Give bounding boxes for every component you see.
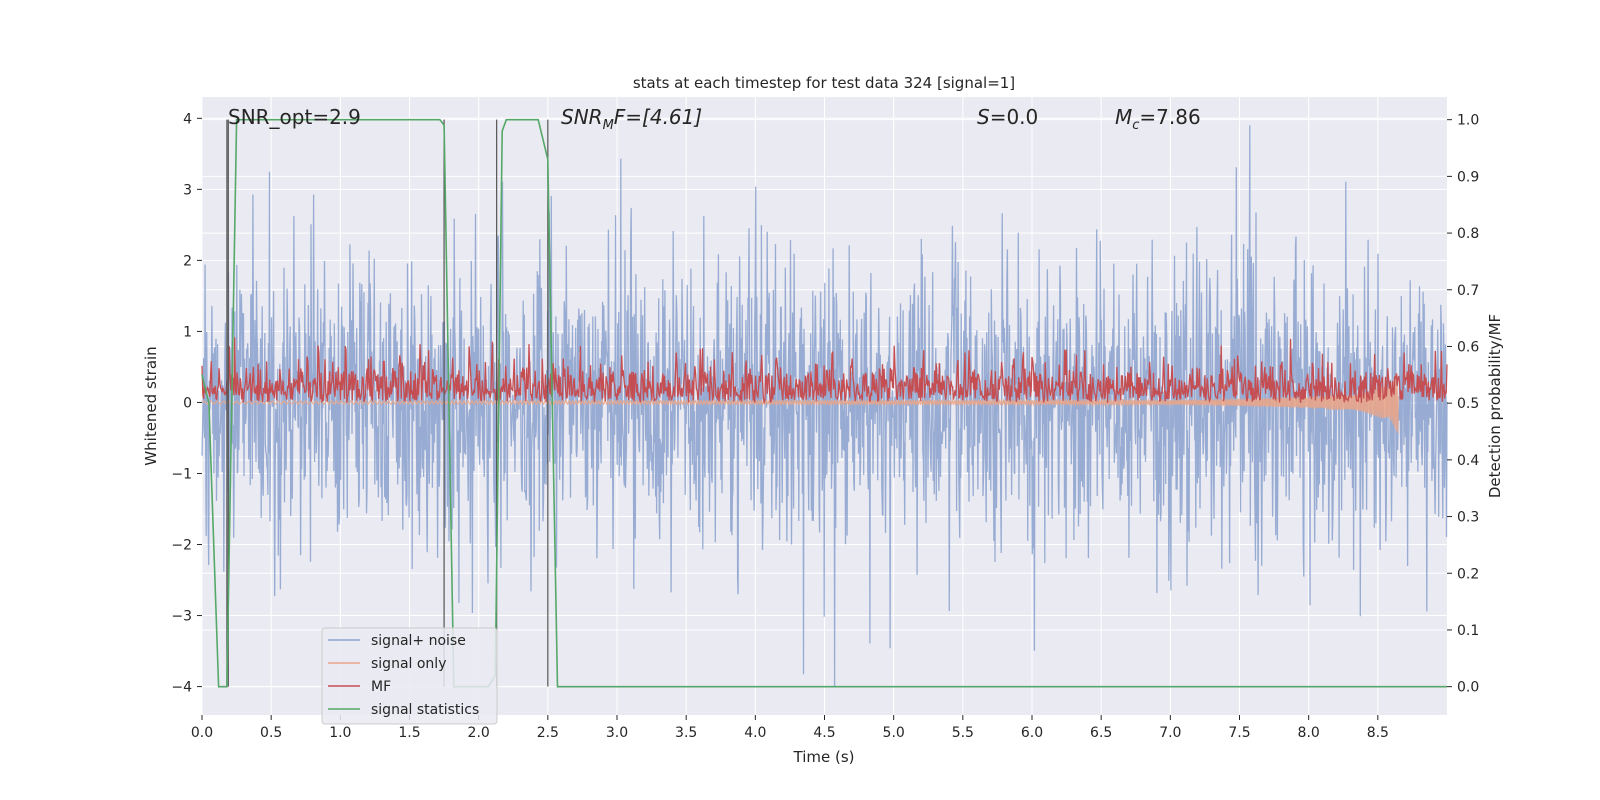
y-left-tick-label-1: −3 [171,609,192,625]
x-tick-label-2: 1.0 [329,725,351,741]
annotation-mc-main: M [1115,105,1132,129]
series-signal-noise [201,125,1448,687]
y-axis-right-label: Detection probability/MF [1486,314,1504,498]
y-right-tick-label-2: 0.2 [1457,566,1479,582]
legend-label-signal-statistics: signal statistics [371,702,479,718]
x-tick-label-10: 5.0 [883,725,905,741]
annotation-s-main: S [977,105,990,129]
x-tick-label-8: 4.0 [744,725,766,741]
annotation-snr-mf: SNRMF=[4.61] [561,105,702,133]
x-tick-label-0: 0.0 [191,725,213,741]
annotation-mc-sub: c [1132,118,1139,133]
mf-line [201,337,1448,405]
annotation-s: S=0.0 [977,105,1038,129]
x-tick-label-9: 4.5 [813,725,835,741]
x-tick-label-5: 2.5 [537,725,559,741]
y-right-tick-label-4: 0.4 [1457,453,1479,469]
x-tick-label-3: 1.5 [398,725,420,741]
x-tick-label-15: 7.5 [1228,725,1250,741]
series-mf [201,337,1448,405]
y-right-tick-label-1: 0.1 [1457,623,1479,639]
x-tick-label-16: 8.0 [1298,725,1320,741]
y-right-tick-label-7: 0.7 [1457,283,1479,299]
x-tick-label-1: 0.5 [260,725,282,741]
legend-box [321,627,498,725]
x-tick-label-4: 2.0 [468,725,490,741]
y-left-tick-label-3: −1 [171,466,192,482]
annotation-snr-mf-main: SNR [561,105,603,129]
chart-title: stats at each timestep for test data 324… [633,74,1015,92]
x-tick-label-13: 6.5 [1090,725,1112,741]
y-right-tick-label-8: 0.8 [1457,226,1479,242]
y-right-tick-label-3: 0.3 [1457,510,1479,526]
x-tick-label-12: 6.0 [1021,725,1043,741]
y-right-tick-label-0: 0.0 [1457,680,1479,696]
annotation-s-rest: =0.0 [990,105,1039,129]
x-tick-label-17: 8.5 [1367,725,1389,741]
legend-label-signal-only: signal only [371,656,446,672]
annotation-snr-mf-sub: M [603,118,614,133]
y-left-tick-label-2: −2 [171,538,192,554]
y-left-tick-label-5: 1 [183,324,192,340]
y-left-tick-label-0: −4 [171,680,192,696]
annotation-mc: Mc=7.86 [1115,105,1201,133]
x-tick-label-7: 3.5 [675,725,697,741]
y-left-tick-label-6: 2 [183,253,192,269]
y-axis-left-label: Whitened strain [142,346,160,465]
x-tick-label-14: 7.0 [1159,725,1181,741]
signal-only-line [201,372,1399,433]
y-axis-right: 0.0 0.1 0.2 0.3 0.4 0.5 0.6 0.7 0.8 0.9 1.0 [1447,113,1479,696]
x-tick-label-6: 3.0 [606,725,628,741]
annotation-snr-mf-rest: F=[4.61] [614,105,702,129]
annotation-snr-opt: SNR_opt=2.9 [228,105,361,129]
y-left-tick-label-4: 0 [183,395,192,411]
y-left-tick-label-7: 3 [183,182,192,198]
legend-label-mf: MF [371,679,391,695]
legend: signal+ noise signal only MF signal stat… [321,627,498,725]
y-right-tick-label-6: 0.6 [1457,339,1479,355]
y-right-tick-label-5: 0.5 [1457,396,1479,412]
signal-noise-line [201,125,1448,687]
x-tick-label-11: 5.5 [952,725,974,741]
y-axis-left: −4 −3 −2 −1 0 1 2 3 4 [171,111,202,696]
y-right-tick-label-9: 0.9 [1457,169,1479,185]
x-axis-label: Time (s) [793,748,855,766]
y-left-tick-label-8: 4 [183,111,192,127]
x-axis: 0.0 0.5 1.0 1.5 2.0 2.5 3.0 3.5 4.0 4.5 5.0 5.5 6.0 6… [191,715,1389,741]
y-right-tick-label-10: 1.0 [1457,113,1479,129]
legend-label-signal-noise: signal+ noise [371,633,466,649]
series-signal-only [201,372,1399,433]
annotation-mc-rest: =7.86 [1139,105,1200,129]
